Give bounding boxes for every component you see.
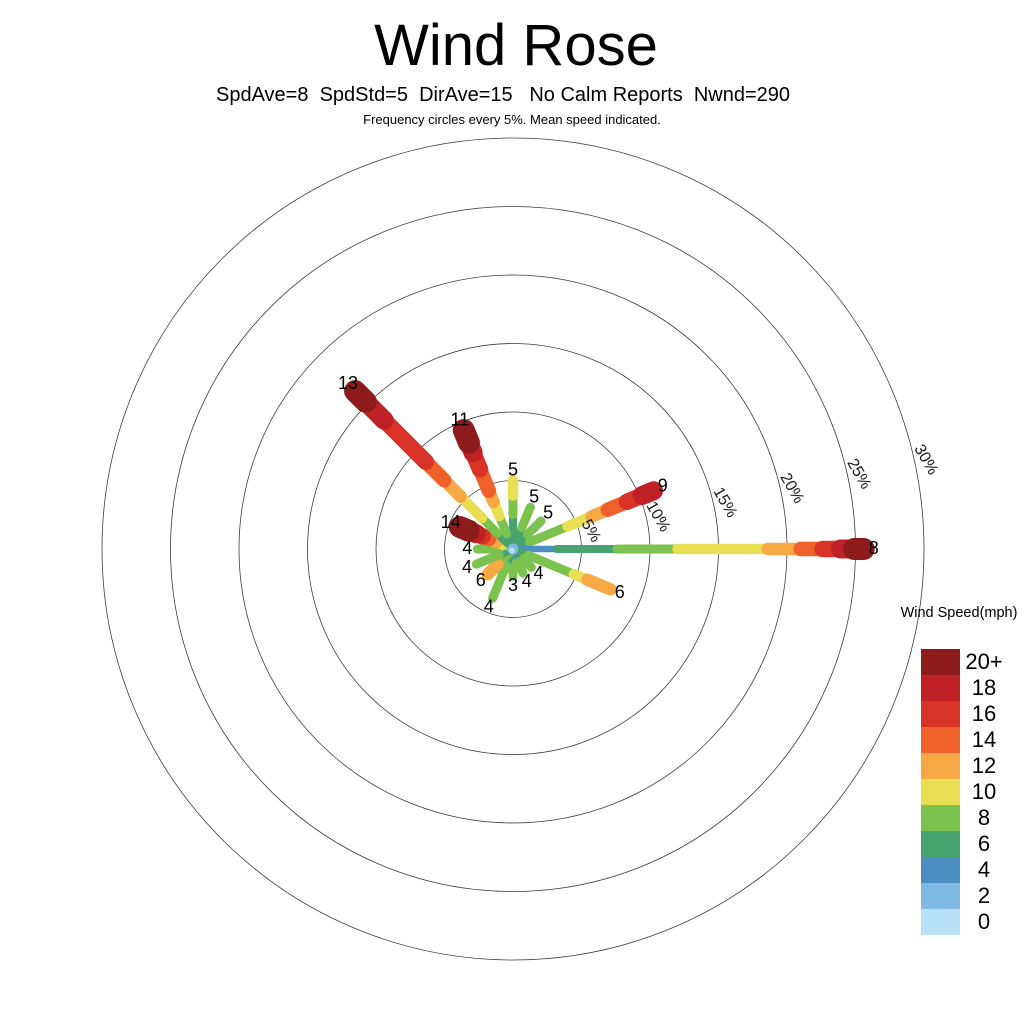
mean-speed-label-e: 8 [869,538,879,558]
legend: 20+ 18 16 14 12 10 8 6 4 2 0 [921,649,1008,935]
spoke-segment-wsw-8 [471,550,504,569]
legend-label: 0 [977,909,991,934]
mean-speed-label-nw: 13 [338,373,358,393]
spoke-segment-ene-8 [524,521,572,547]
legend-row-18: 18 [921,675,1008,701]
legend-row-14: 14 [921,727,1008,753]
legend-row-0: 0 [921,909,1008,935]
spoke-segment-ne-8 [523,516,546,539]
legend-swatch [921,701,960,727]
mean-speed-label-w: 4 [462,538,472,558]
legend-label: 4 [977,857,991,882]
mean-speed-label-se: 4 [533,563,543,583]
frequency-ring-30 [101,137,925,961]
spoke-segment-nne-8 [517,502,535,532]
ring-label-30pct: 30% [910,442,941,478]
mean-speed-label-ene: 9 [658,476,668,496]
ring-label-20pct: 20% [776,470,807,506]
ring-label-15pct: 15% [709,484,740,520]
legend-row-2: 2 [921,883,1008,909]
legend-row-8: 8 [921,805,1008,831]
legend-row-16: 16 [921,701,1008,727]
mean-speed-label-wnw: 14 [441,512,461,532]
legend-label: 12 [971,753,997,778]
legend-row-6: 6 [921,831,1008,857]
legend-swatch [921,831,960,857]
mean-speed-label-ne: 5 [543,503,553,523]
spoke-segment-ssw-8 [488,560,511,603]
mean-speed-label-s: 3 [508,575,518,595]
legend-swatch [921,753,960,779]
spoke-segment-nnw-20+ [452,419,480,454]
spoke-segment-sse-8 [513,557,528,578]
center-hub-core [509,547,515,554]
legend-label: 6 [977,831,991,856]
legend-label: 20+ [965,649,1003,674]
legend-swatch [921,805,960,831]
legend-label: 16 [971,701,997,726]
legend-row-10: 10 [921,779,1008,805]
ring-label-25pct: 25% [843,456,874,492]
spoke-segment-wnw-20+ [448,515,480,542]
page-title: Wind Rose [374,13,658,78]
ring-label-10pct: 10% [642,499,673,535]
mean-speed-label-ese: 6 [615,582,625,602]
legend-title: Wind Speed(mph) [900,605,1018,621]
chart-note: Frequency circles every 5%. Mean speed i… [363,112,661,127]
legend-swatch [921,727,960,753]
mean-speed-label-ssw: 4 [484,596,494,616]
legend-label: 10 [971,779,997,804]
legend-swatch [921,649,960,675]
spoke-segment-ese-8 [523,550,579,579]
legend-label: 14 [971,727,997,752]
legend-row-20plus: 20+ [921,649,1008,675]
mean-speed-label-wsw: 4 [462,557,472,577]
mean-speed-label-nnw: 11 [451,410,470,430]
legend-swatch [921,857,960,883]
mean-speed-label-sse: 4 [522,571,532,591]
legend-label: 8 [977,805,991,830]
legend-row-4: 4 [921,857,1008,883]
spoke-segment-ese-12 [581,573,617,596]
legend-swatch [921,779,960,805]
legend-swatch [921,675,960,701]
legend-row-12: 12 [921,753,1008,779]
mean-speed-label-sw: 6 [476,570,486,590]
legend-label: 18 [971,675,997,700]
spoke-segment-se-8 [518,554,536,572]
chart-stats-subtitle: SpdAve=8 SpdStd=5 DirAve=15 No Calm Repo… [215,84,791,106]
mean-speed-label-nne: 5 [529,487,539,507]
legend-swatch [921,909,960,935]
legend-label: 2 [977,883,991,908]
spoke-segment-nw-16 [375,411,435,471]
legend-swatch [921,883,960,909]
spoke-segment-nw-20+ [344,380,377,413]
spoke-segment-sw-12 [481,558,504,581]
mean-speed-label-n: 5 [508,459,518,479]
spoke-segment-ene-18 [632,481,663,506]
